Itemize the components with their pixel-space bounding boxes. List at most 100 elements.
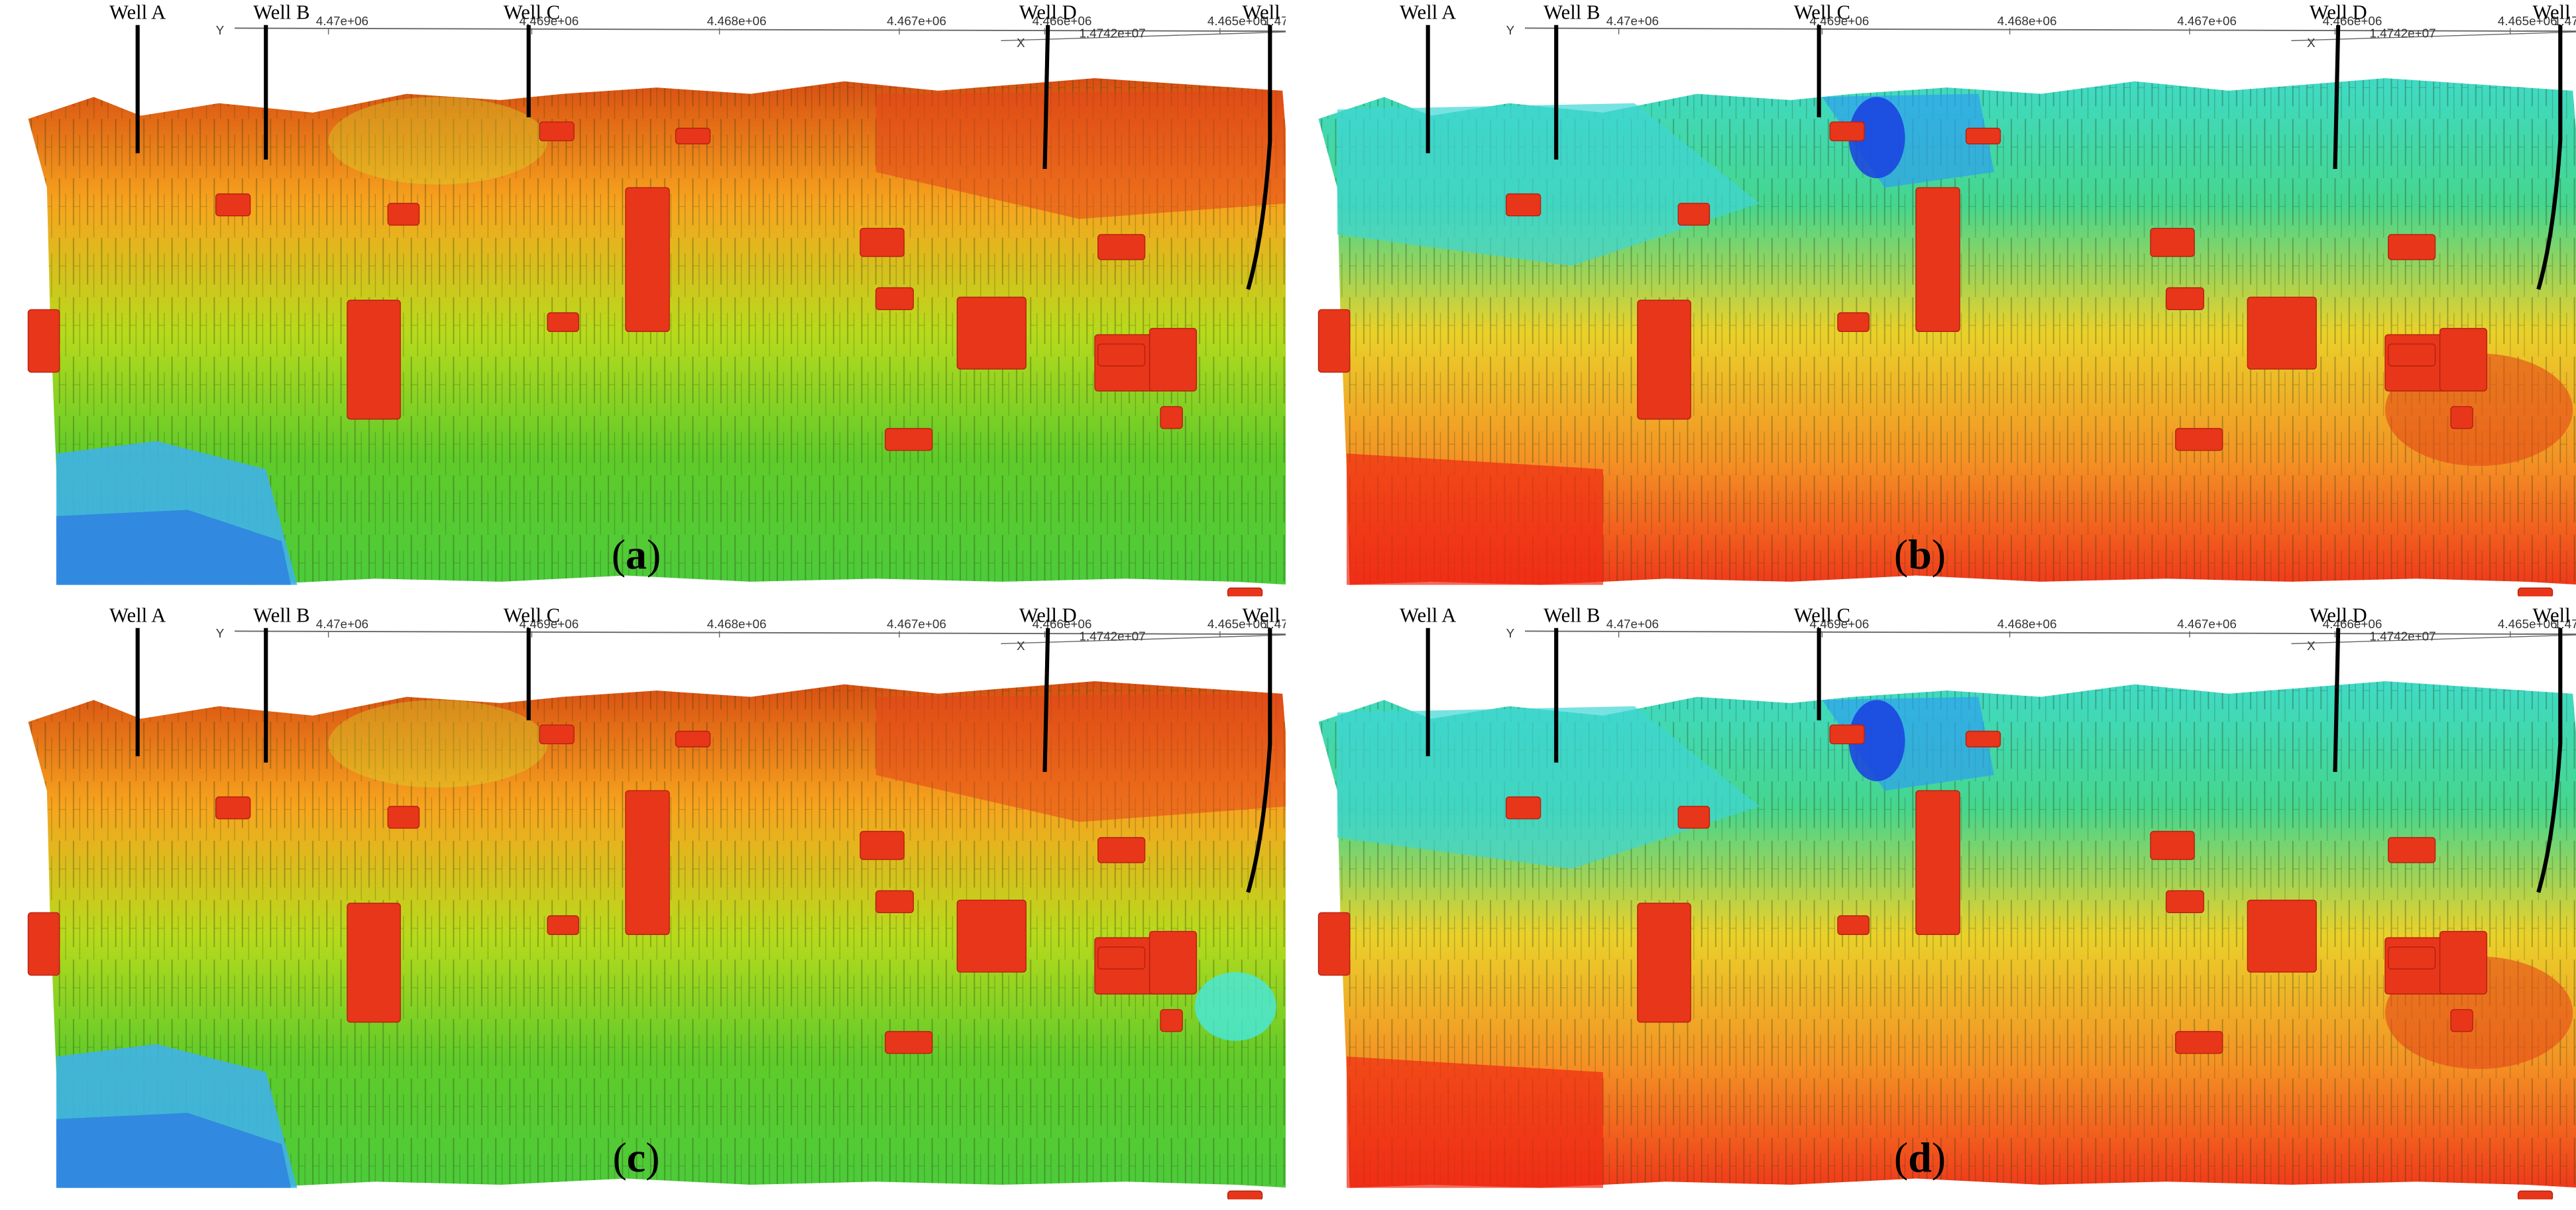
y-tick-label: 4.467e+06: [2177, 618, 2237, 632]
lowest-value-zone: [56, 510, 291, 585]
y-tick-label: 4.469e+06: [1810, 618, 1870, 632]
model-view-d: Y 4.47e+06 4.469e+06 4.468e+06 4.467e+06 4.46…: [1317, 604, 2576, 1199]
embedded-block: [956, 899, 1027, 973]
embedded-block: [2150, 227, 2195, 257]
embedded-block: [1160, 406, 1183, 429]
caption-b: (b): [1893, 531, 1946, 578]
well-label: Well D: [2310, 1, 2367, 23]
embedded-block: [2175, 1030, 2223, 1054]
well-label: Well A: [109, 604, 166, 626]
embedded-block: [387, 203, 420, 226]
well-label: Well A: [1400, 1, 1456, 23]
well-label: Well E: [2533, 1, 2576, 23]
embedded-block: [885, 427, 933, 451]
x-axis-line: [1001, 634, 1286, 645]
y-tick-label: 4.467e+06: [887, 618, 946, 632]
embedded-block: [675, 127, 711, 144]
low-value-spot: [1195, 971, 1276, 1041]
embedded-block: [1227, 587, 1263, 596]
embedded-block: [215, 796, 251, 820]
embedded-block: [1097, 343, 1146, 366]
y-tick-label: 4.466e+06: [2323, 618, 2382, 632]
panel-b: Y 4.47e+06 4.469e+06 4.468e+06 4.467e+06 4.46…: [1290, 0, 2576, 596]
embedded-block: [1915, 790, 1960, 936]
highest-value-zone: [1346, 1056, 1603, 1188]
y-tick-label: 4.465e+06: [2498, 618, 2557, 632]
y-axis-letter: Y: [1506, 24, 1515, 38]
y-axis-line: [234, 630, 1286, 635]
embedded-block: [2165, 890, 2204, 913]
well-trajectory: [1042, 628, 1050, 772]
embedded-block: [1637, 903, 1691, 1023]
y-tick-label: 4.467e+06: [887, 15, 946, 28]
y-axis-letter: Y: [216, 24, 225, 38]
well-trajectory: [2536, 628, 2563, 893]
well-label: Well E: [1243, 604, 1286, 626]
embedded-block: [27, 309, 60, 373]
embedded-block: [215, 193, 251, 217]
embedded-block: [539, 724, 575, 745]
y-tick-label: 4.47e+06: [316, 618, 368, 632]
y-tick-label: 4.465e+06: [1207, 15, 1267, 28]
y-axis-line: [1524, 630, 2576, 635]
y-tick-label: 4.469e+06: [520, 618, 579, 632]
model-group: Y 4.47e+06 4.469e+06 4.468e+06 4.467e+06 4.46…: [27, 604, 1286, 1199]
well-label: Well C: [504, 1, 560, 23]
y-tick-label: 4.465e+06: [2498, 15, 2557, 28]
y-tick-label: 4.466e+06: [1033, 618, 1092, 632]
well-label: Well A: [1400, 604, 1456, 626]
y-axis-letter: Y: [1506, 627, 1515, 641]
embedded-block: [2450, 406, 2473, 429]
embedded-block: [2388, 234, 2436, 260]
model-view-b: Y 4.47e+06 4.469e+06 4.468e+06 4.467e+06 4.46…: [1317, 1, 2576, 596]
embedded-block: [875, 287, 914, 310]
embedded-block: [2388, 837, 2436, 863]
model-group: Y 4.47e+06 4.469e+06 4.468e+06 4.467e+06 4.46…: [1317, 604, 2576, 1199]
well-trajectory: [1246, 628, 1272, 893]
well-label: Well E: [2533, 604, 2576, 626]
lowest-value-zone: [56, 1113, 291, 1188]
well-label: Well B: [1543, 1, 1600, 23]
well-label: Well D: [1019, 1, 1077, 23]
well-trajectory: [2333, 25, 2341, 169]
y-tick-label: 4.469e+06: [520, 15, 579, 28]
y-tick-label: 4.466e+06: [2323, 15, 2382, 28]
y-tick-label: 4.47e+06: [316, 15, 368, 28]
model-view-c: Y 4.47e+06 4.469e+06 4.468e+06 4.467e+06 4.46…: [27, 604, 1286, 1199]
well-label: Well A: [109, 1, 166, 23]
x-axis-letter: X: [2307, 36, 2316, 50]
embedded-block: [1829, 121, 1865, 142]
highest-value-zone: [1346, 453, 1603, 585]
y-axis-line: [1524, 27, 2576, 32]
embedded-block: [625, 790, 670, 936]
embedded-block: [2517, 587, 2553, 596]
embedded-block: [2439, 327, 2488, 392]
embedded-block: [860, 830, 905, 860]
y-tick-label: 4.466e+06: [1033, 15, 1092, 28]
transition-zone: [328, 97, 548, 185]
embedded-block: [2517, 1190, 2553, 1199]
y-tick-label: 4.468e+06: [1997, 15, 2057, 28]
embedded-block: [625, 187, 670, 333]
embedded-block: [2165, 287, 2204, 310]
embedded-block: [1637, 300, 1691, 420]
embedded-block: [2247, 296, 2317, 370]
embedded-block: [1677, 806, 1710, 829]
well-trajectory: [1246, 25, 1272, 290]
well-label: Well D: [2310, 604, 2367, 626]
model-group: Y 4.47e+06 4.469e+06 4.468e+06 4.467e+06 4.46…: [27, 1, 1286, 596]
low-value-zone: [1337, 103, 1760, 266]
embedded-block: [1317, 912, 1351, 976]
embedded-block: [1965, 127, 2001, 144]
y-tick-label: 4.468e+06: [707, 15, 767, 28]
embedded-block: [1097, 946, 1146, 969]
embedded-block: [1227, 1190, 1263, 1199]
embedded-block: [1148, 327, 1198, 392]
embedded-block: [875, 890, 914, 913]
x-tick-label: 1.4742e+07: [1079, 630, 1145, 644]
y-tick-label: 4.467e+06: [2177, 15, 2237, 28]
low-value-zone: [1337, 706, 1760, 869]
y-tick-label: 4.47e+06: [1606, 15, 1659, 28]
embedded-block: [387, 806, 420, 829]
x-axis-line: [1001, 31, 1286, 42]
